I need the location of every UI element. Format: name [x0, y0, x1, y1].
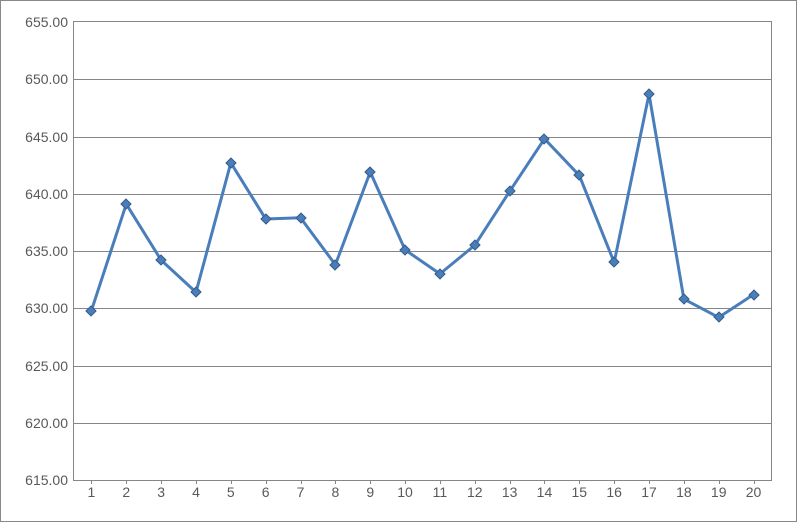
y-axis-label: 640.00 [25, 186, 68, 202]
x-axis-label: 11 [433, 484, 448, 500]
y-axis-label: 635.00 [25, 243, 68, 259]
y-axis-label: 630.00 [25, 300, 68, 316]
x-axis-label: 2 [122, 484, 130, 500]
x-axis-label: 12 [467, 484, 483, 500]
x-axis-label: 3 [157, 484, 165, 500]
x-axis-label: 6 [262, 484, 270, 500]
x-axis-label: 19 [711, 484, 727, 500]
y-axis-label: 655.00 [25, 14, 68, 30]
series-line [91, 94, 753, 317]
x-axis-label: 10 [397, 484, 413, 500]
x-axis-label: 20 [746, 484, 762, 500]
y-axis-label: 650.00 [25, 71, 68, 87]
y-axis-label: 615.00 [25, 472, 68, 488]
chart-container: 615.00 620.00 625.00 630.00 635.00 640.00 645.… [0, 0, 797, 522]
x-axis-label: 14 [537, 484, 553, 500]
x-axis-label: 5 [227, 484, 235, 500]
x-axis-label: 17 [641, 484, 657, 500]
x-axis-label: 15 [572, 484, 588, 500]
x-axis-label: 8 [331, 484, 339, 500]
x-axis-label: 7 [297, 484, 305, 500]
plot-wrapper: 615.00 620.00 625.00 630.00 635.00 640.00 645.… [13, 13, 784, 509]
line-series [74, 22, 771, 480]
x-axis-label: 13 [502, 484, 518, 500]
x-axis-label: 1 [88, 484, 96, 500]
y-axis-label: 620.00 [25, 415, 68, 431]
x-axis-label: 18 [676, 484, 692, 500]
y-axis-label: 645.00 [25, 129, 68, 145]
x-axis-label: 4 [192, 484, 200, 500]
y-axis-label: 625.00 [25, 358, 68, 374]
x-axis-label: 9 [366, 484, 374, 500]
x-axis-label: 16 [606, 484, 622, 500]
plot-area: 615.00620.00625.00630.00635.00640.00645.… [73, 21, 772, 481]
